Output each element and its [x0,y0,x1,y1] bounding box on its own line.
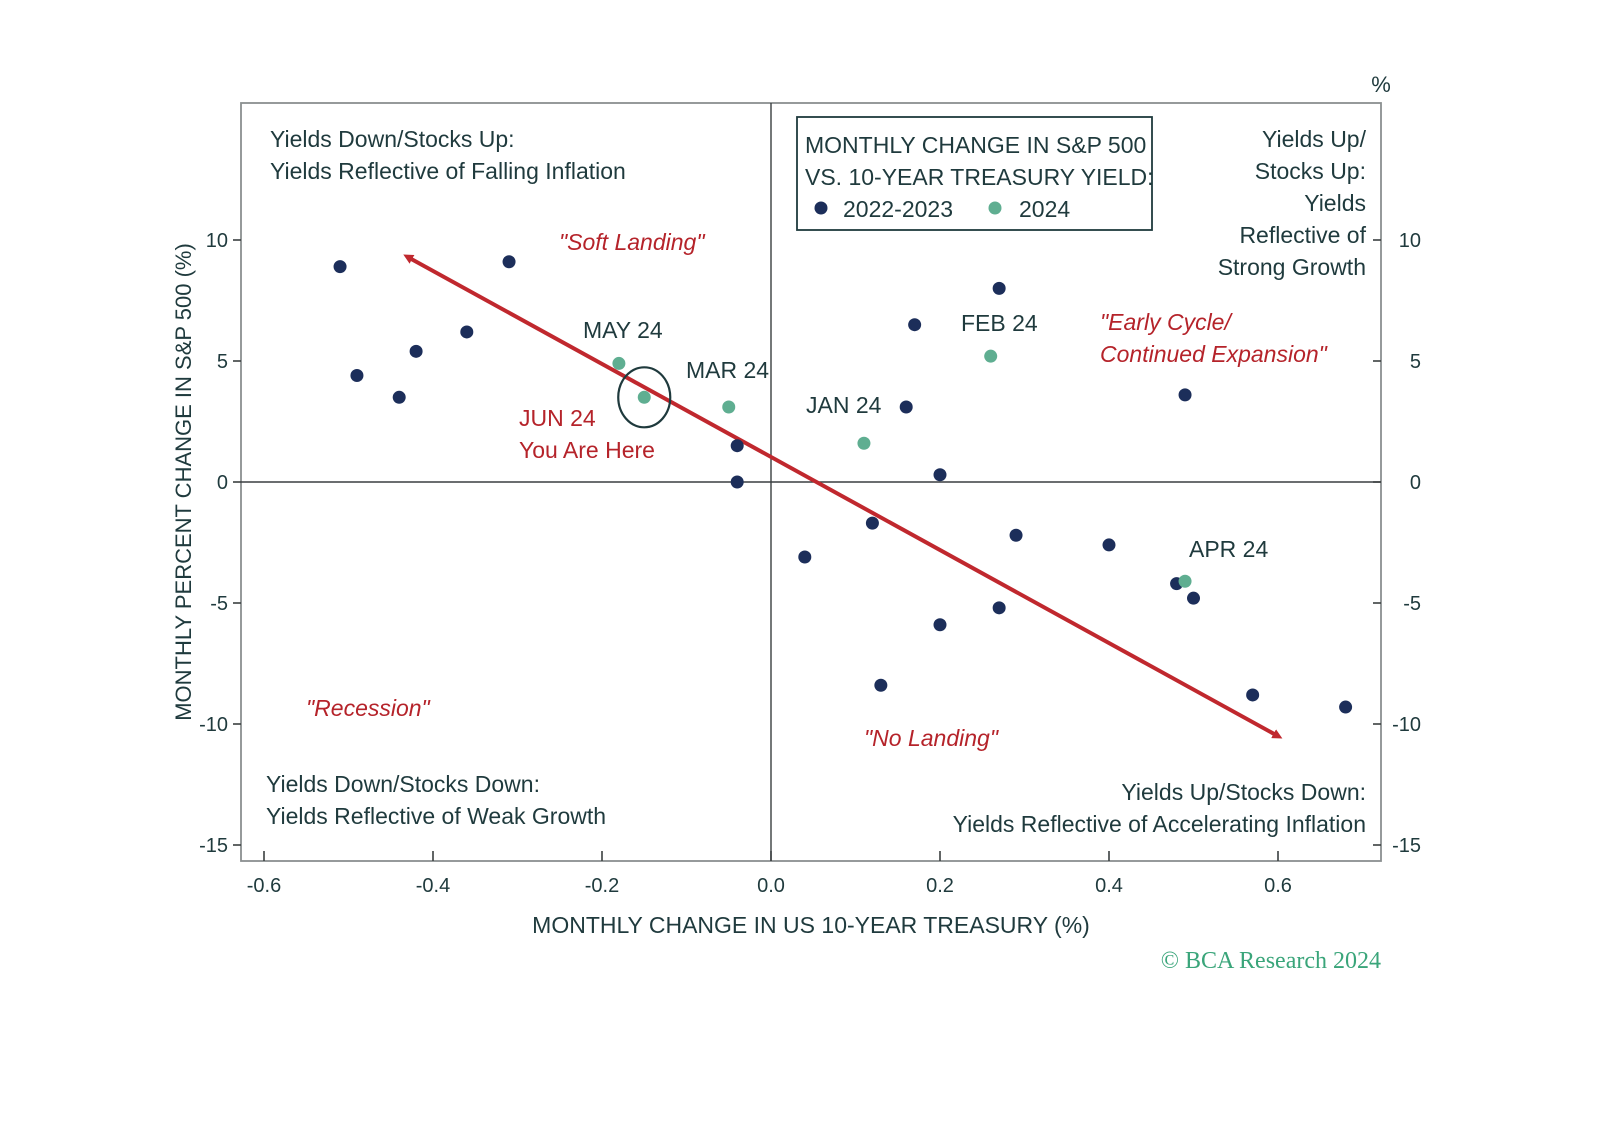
trend-arrow [403,254,1283,739]
x-tick-label: 0.0 [757,875,785,897]
point-2022-2023 [1246,688,1260,702]
scenario-soft-landing: "Soft Landing" [559,229,706,255]
highlight-label-line1: JUN 24 [519,405,596,431]
point-label-may24: MAY 24 [583,317,663,343]
legend-marker-2022-2023 [814,201,828,215]
point-2022-2023 [460,325,474,339]
y-tick-label-right: -15 [1392,835,1421,857]
legend-label-2022-2023: 2022-2023 [843,196,953,222]
scatter-points [333,255,1353,714]
point-2022-2023 [502,255,516,269]
y-tick-label-left: 0 [217,472,228,494]
point-2022-2023 [933,618,947,632]
quadrant-bottom-left-line2: Yields Reflective of Weak Growth [266,803,606,829]
point-2022-2023 [730,439,744,453]
point-label-mar24: MAR 24 [686,357,769,383]
quadrant-top-left-line2: Yields Reflective of Falling Inflation [270,158,626,184]
legend-marker-2024 [988,201,1002,215]
point-2022-2023 [908,318,922,332]
point-2022-2023 [1178,388,1192,402]
point-2022-2023 [1102,538,1116,552]
point-2022-2023 [874,678,888,692]
point-2024 [637,390,651,404]
y-tick-label-right: -10 [1392,714,1421,736]
point-2024 [857,436,871,450]
y-tick-label-right: -5 [1403,593,1421,615]
quadrant-top-left-line1: Yields Down/Stocks Up: [270,126,515,152]
point-2022-2023 [409,344,423,358]
jun24-highlight-circle [617,366,672,429]
point-2022-2023 [992,601,1006,615]
scenario-early-cycle-line2: Continued Expansion" [1100,341,1329,367]
point-2022-2023 [865,516,879,530]
y-axis: 10 10 5 5 0 0 -5 -5 -10 -10 -15 -15 [199,230,1421,857]
y-tick-label-left: 5 [217,351,228,373]
x-tick-label: -0.6 [247,875,281,897]
point-2022-2023 [1339,700,1353,714]
quadrant-top-right-line3: Yields [1304,190,1366,216]
point-2022-2023 [1187,591,1200,605]
quadrant-top-right-line5: Strong Growth [1218,254,1366,280]
scenario-no-landing: "No Landing" [864,725,1000,751]
quadrant-top-right-line4: Reflective of [1239,222,1366,248]
scenario-early-cycle-line1: "Early Cycle/ [1100,309,1233,335]
y-tick-label-left: -5 [210,593,228,615]
quadrant-bottom-right-line2: Yields Reflective of Accelerating Inflat… [953,811,1366,837]
point-2022-2023 [798,550,812,564]
x-tick-label: 0.6 [1264,875,1292,897]
legend: MONTHLY CHANGE IN S&P 500 VS. 10-YEAR TR… [796,116,1154,231]
x-tick-label: 0.2 [926,875,954,897]
scenario-recession: "Recession" [306,695,432,721]
y-tick-label-left: -10 [199,714,228,736]
point-2022-2023 [933,468,947,482]
point-2022-2023 [992,281,1006,295]
legend-title-line2: VS. 10-YEAR TREASURY YIELD: [805,164,1154,190]
y-tick-label-right: 0 [1410,472,1421,494]
point-2022-2023 [392,390,406,404]
quadrant-bottom-left-line1: Yields Down/Stocks Down: [266,771,540,797]
point-2024 [1178,574,1192,588]
point-2022-2023 [350,369,364,383]
y-tick-label-left: -15 [199,835,228,857]
point-2022-2023 [730,475,744,489]
x-tick-label: 0.4 [1095,875,1123,897]
x-tick-label: -0.2 [585,875,619,897]
point-label-feb24: FEB 24 [961,310,1038,336]
legend-box [796,116,1153,231]
credit-text: © BCA Research 2024 [1161,948,1381,974]
x-tick-label: -0.4 [416,875,450,897]
legend-title-line1: MONTHLY CHANGE IN S&P 500 [805,132,1146,158]
point-2024 [722,400,736,414]
x-axis-title: MONTHLY CHANGE IN US 10-YEAR TREASURY (%… [532,912,1090,938]
y-tick-label-right: 5 [1410,351,1421,373]
quadrant-bottom-right-line1: Yields Up/Stocks Down: [1121,779,1366,805]
unit-label: % [1371,72,1391,97]
y-tick-label-right: 10 [1399,230,1421,252]
point-2022-2023 [1009,528,1023,542]
point-label-jan24: JAN 24 [806,392,882,418]
point-2024 [612,356,626,370]
quadrant-top-right-line1: Yields Up/ [1262,126,1367,152]
point-2022-2023 [899,400,913,414]
point-2024 [984,349,998,363]
quadrant-top-right-line2: Stocks Up: [1255,158,1366,184]
point-label-apr24: APR 24 [1189,536,1268,562]
legend-label-2024: 2024 [1019,196,1070,222]
y-axis-title: MONTHLY PERCENT CHANGE IN S&P 500 (%) [171,243,196,721]
highlight-label-line2: You Are Here [519,437,655,463]
x-axis: -0.6 -0.4 -0.2 0.0 0.2 0.4 0.6 [247,851,1292,897]
point-2022-2023 [333,260,347,274]
y-tick-label-left: 10 [206,230,228,252]
